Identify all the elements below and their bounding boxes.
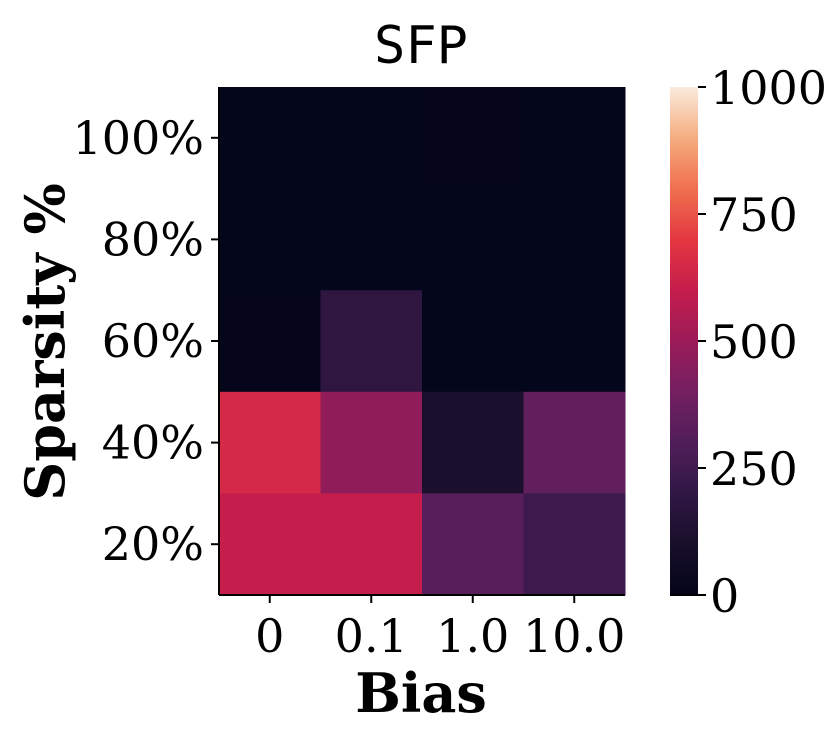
heatmap-cell — [219, 290, 321, 393]
colorbar-tick-label: 0 — [710, 569, 739, 623]
y-axis-label: Sparsity % — [13, 183, 77, 501]
heatmap-cell — [219, 87, 321, 190]
heatmap-cell — [219, 493, 321, 596]
y-tick-label: 40% — [102, 416, 204, 470]
colorbar-gradient — [670, 87, 698, 595]
y-tick-label: 80% — [102, 212, 204, 266]
colorbar-tick-label: 1000 — [710, 61, 827, 115]
heatmap-cell — [320, 493, 423, 596]
heatmap-cells — [219, 87, 626, 596]
heatmap-cell — [219, 188, 321, 291]
heatmap-cell — [219, 391, 321, 494]
heatmap-cell — [422, 391, 524, 494]
heatmap-cell — [523, 290, 626, 393]
heatmap-cell — [320, 87, 423, 190]
x-tick-labels: 0 0.1 1.0 10.0 — [255, 595, 625, 663]
colorbar-tick-label: 750 — [710, 188, 798, 242]
heatmap-cell — [320, 290, 423, 393]
colorbar: 0 250 500 750 1000 — [670, 61, 827, 623]
heatmap-cell — [422, 87, 524, 190]
heatmap-cell — [523, 188, 626, 291]
y-tick-label: 20% — [102, 517, 204, 571]
heatmap-cell — [320, 391, 423, 494]
heatmap-cell — [422, 188, 524, 291]
x-tick-label: 0 — [255, 609, 284, 663]
x-tick-label: 0.1 — [335, 609, 408, 663]
heatmap-cell — [523, 391, 626, 494]
heatmap-cell — [523, 493, 626, 596]
heatmap-cell — [320, 188, 423, 291]
y-tick-label: 100% — [72, 111, 204, 165]
x-axis-label: Bias — [355, 661, 487, 725]
y-tick-labels: 100% 80% 60% 40% 20% — [72, 111, 219, 571]
heatmap-cell — [422, 290, 524, 393]
y-tick-label: 60% — [102, 314, 204, 368]
x-tick-label: 1.0 — [436, 609, 509, 663]
colorbar-tick-label: 250 — [710, 442, 798, 496]
colorbar-tick-label: 500 — [710, 315, 798, 369]
chart-title: SFP — [374, 16, 468, 76]
heatmap-cell — [523, 87, 626, 190]
x-tick-label: 10.0 — [523, 609, 625, 663]
heatmap-cell — [422, 493, 524, 596]
